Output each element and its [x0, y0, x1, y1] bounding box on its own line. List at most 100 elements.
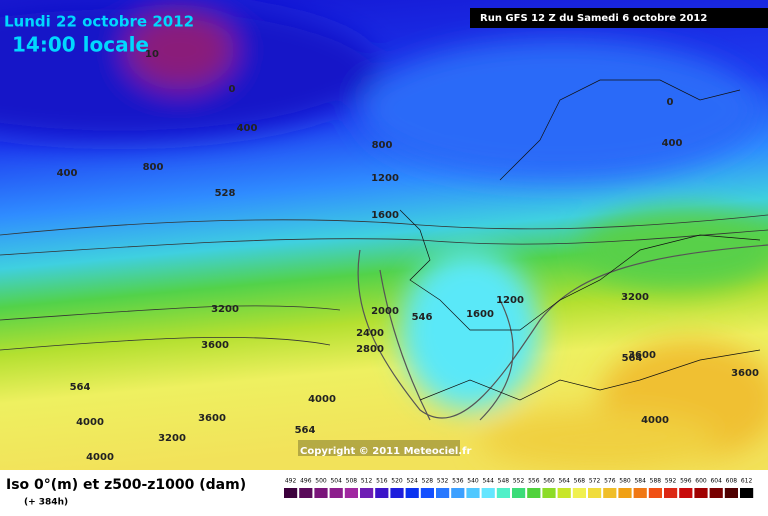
contour-label: 1200 — [371, 173, 399, 184]
legend-label: 492 — [285, 478, 297, 485]
legend-label: 568 — [574, 478, 586, 485]
legend-label: 528 — [422, 478, 434, 485]
legend-swatch — [633, 488, 647, 498]
legend-swatch — [420, 488, 434, 498]
legend-label: 508 — [346, 478, 358, 485]
legend-label: 604 — [710, 478, 722, 485]
contour-label: 564 — [622, 353, 643, 364]
contour-label: 400 — [662, 138, 683, 149]
legend-swatch — [344, 488, 358, 498]
legend-swatch — [664, 488, 678, 498]
legend-swatch — [724, 488, 738, 498]
legend-label: 520 — [391, 478, 403, 485]
contour-label: 2400 — [356, 328, 384, 339]
contour-label: 3600 — [628, 350, 656, 361]
legend-label: 608 — [726, 478, 738, 485]
legend-label: 564 — [558, 478, 570, 485]
contour-label: 800 — [143, 162, 164, 173]
legend-label: 576 — [604, 478, 616, 485]
contour-label: 800 — [372, 140, 393, 151]
legend-swatch — [314, 488, 328, 498]
contour-label: 4000 — [308, 394, 336, 405]
contour-label: 10 — [145, 49, 159, 60]
map — [0, 0, 768, 470]
time: 14:00 locale — [12, 33, 149, 57]
legend-swatch — [451, 488, 465, 498]
legend-label: 540 — [467, 478, 479, 485]
legend-label: 536 — [452, 478, 464, 485]
legend-label: 588 — [650, 478, 662, 485]
legend-label: 516 — [376, 478, 388, 485]
legend-label: 572 — [589, 478, 601, 485]
legend-label: 500 — [315, 478, 327, 485]
contour-label: 1200 — [496, 295, 524, 306]
contour-label: 3600 — [198, 413, 226, 424]
footer-title: Iso 0°(m) et z500-z1000 (dam) — [6, 477, 246, 493]
legend-label: 524 — [406, 478, 418, 485]
legend-swatch — [648, 488, 662, 498]
legend-swatch — [496, 488, 510, 498]
legend-label: 584 — [634, 478, 646, 485]
legend-swatch — [527, 488, 541, 498]
run-info: Run GFS 12 Z du Samedi 6 octobre 2012 — [480, 13, 707, 24]
contour-label: 400 — [237, 123, 258, 134]
legend-label: 596 — [680, 478, 692, 485]
contour-label: 4000 — [76, 417, 104, 428]
contour-label: 400 — [57, 168, 78, 179]
legend-swatch — [284, 488, 298, 498]
legend-swatch — [572, 488, 586, 498]
legend-swatch — [557, 488, 571, 498]
contour-label: 0 — [667, 97, 674, 108]
legend-swatch — [299, 488, 313, 498]
legend-label: 612 — [741, 478, 753, 485]
copyright: Copyright © 2011 Meteociel.fr — [300, 446, 471, 457]
legend-swatch — [436, 488, 450, 498]
legend-label: 580 — [619, 478, 631, 485]
contour-label: 528 — [215, 188, 236, 199]
legend-swatch — [390, 488, 404, 498]
legend-swatch — [709, 488, 723, 498]
date: Lundi 22 octobre 2012 — [4, 13, 194, 31]
contour-label: 2800 — [356, 344, 384, 355]
footer-lead: (+ 384h) — [24, 498, 68, 508]
legend-swatch — [512, 488, 526, 498]
legend-swatch — [481, 488, 495, 498]
contour-label: 4000 — [86, 452, 114, 463]
legend-label: 532 — [437, 478, 449, 485]
legend-label: 600 — [695, 478, 707, 485]
contour-label: 3600 — [201, 340, 229, 351]
legend-label: 496 — [300, 478, 312, 485]
legend-label: 504 — [330, 478, 342, 485]
contour-label: 564 — [70, 382, 91, 393]
legend-swatch — [740, 488, 754, 498]
contour-label: 3600 — [731, 368, 759, 379]
contour-label: 2000 — [371, 306, 399, 317]
legend-swatch — [466, 488, 480, 498]
contour-label: 564 — [295, 425, 316, 436]
contour-label: 1600 — [466, 309, 494, 320]
legend-label: 560 — [543, 478, 555, 485]
legend-swatch — [329, 488, 343, 498]
legend-label: 548 — [498, 478, 510, 485]
contour-label: 4000 — [641, 415, 669, 426]
contour-label: 3200 — [211, 304, 239, 315]
contour-label: 1600 — [371, 210, 399, 221]
legend: 492 496 500 504 508 512 516 520 524 528 532 536 540 5… — [284, 478, 754, 498]
contour-label: 546 — [412, 312, 433, 323]
legend-label: 592 — [665, 478, 677, 485]
contour-labels: 1004004008005288001200160032003600200024… — [57, 49, 759, 463]
legend-label: 544 — [482, 478, 494, 485]
legend-label: 552 — [513, 478, 525, 485]
legend-swatch — [375, 488, 389, 498]
legend-swatch — [588, 488, 602, 498]
legend-swatch — [542, 488, 556, 498]
legend-swatch — [679, 488, 693, 498]
legend-swatch — [618, 488, 632, 498]
contour-label: 0 — [229, 84, 236, 95]
legend-swatch — [694, 488, 708, 498]
contour-label: 3200 — [621, 292, 649, 303]
legend-swatch — [405, 488, 419, 498]
legend-swatch — [360, 488, 374, 498]
legend-label: 556 — [528, 478, 540, 485]
